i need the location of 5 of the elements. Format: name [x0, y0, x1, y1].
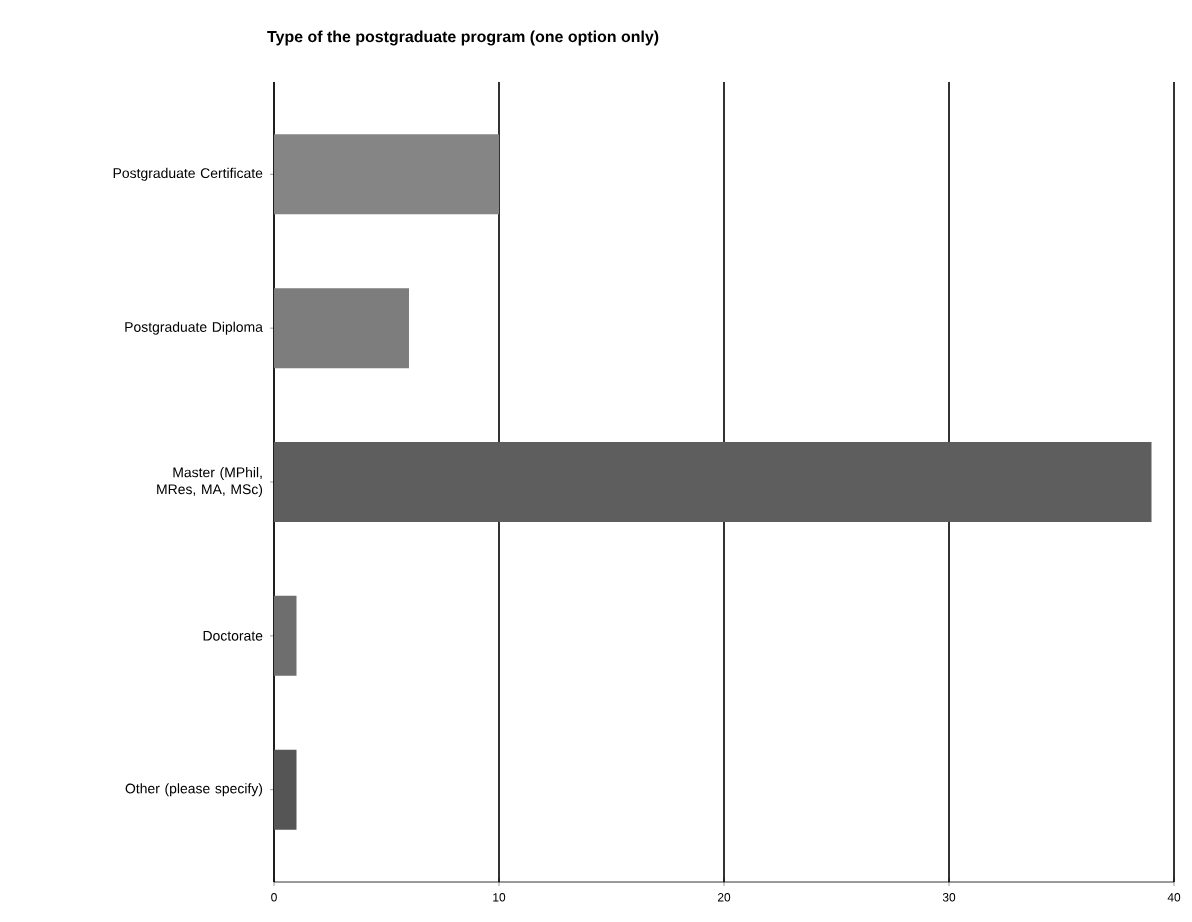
bar — [274, 288, 409, 369]
bar — [274, 595, 297, 676]
bar — [274, 442, 1152, 522]
bar — [274, 749, 297, 830]
bar — [274, 134, 499, 215]
